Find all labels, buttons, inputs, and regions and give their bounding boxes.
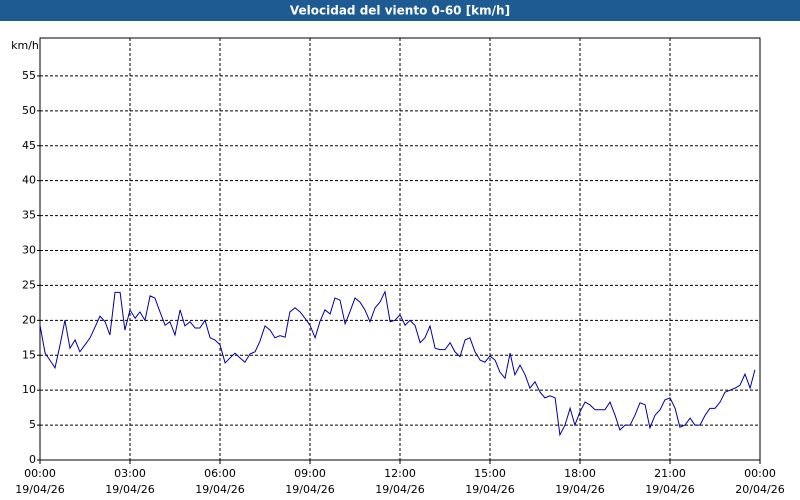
y-tick-label: 5 xyxy=(29,418,36,431)
title-bar xyxy=(0,0,800,21)
x-tick-label: 15:00 xyxy=(474,467,506,480)
x-tick-date: 19/04/26 xyxy=(645,483,694,496)
x-tick-date: 20/04/26 xyxy=(735,483,784,496)
x-tick-label: 03:00 xyxy=(114,467,146,480)
x-tick-label: 00:00 xyxy=(24,467,56,480)
x-tick-date: 19/04/26 xyxy=(195,483,244,496)
y-tick-label: 55 xyxy=(22,69,36,82)
x-tick-date: 19/04/26 xyxy=(375,483,424,496)
y-tick-label: 35 xyxy=(22,209,36,222)
y-tick-label: 40 xyxy=(22,174,36,187)
x-tick-label: 06:00 xyxy=(204,467,236,480)
y-tick-label: 10 xyxy=(22,383,36,396)
y-tick-label: 25 xyxy=(22,278,36,291)
x-tick-label: 00:00 xyxy=(744,467,776,480)
data-line xyxy=(39,290,756,437)
x-tick-date: 19/04/26 xyxy=(465,483,514,496)
y-tick-label: 15 xyxy=(22,348,36,361)
y-tick-label: 30 xyxy=(22,244,36,257)
chart-title: Velocidad del viento 0-60 [km/h] xyxy=(290,4,510,18)
x-tick-label: 21:00 xyxy=(654,467,686,480)
y-tick-label: 0 xyxy=(29,453,36,466)
y-axis-label: km/h xyxy=(11,39,39,52)
y-tick-label: 45 xyxy=(22,139,36,152)
x-tick-label: 09:00 xyxy=(294,467,326,480)
y-tick-label: 50 xyxy=(22,104,36,117)
x-tick-date: 19/04/26 xyxy=(15,483,64,496)
x-tick-date: 19/04/26 xyxy=(285,483,334,496)
x-tick-label: 12:00 xyxy=(384,467,416,480)
y-tick-label: 20 xyxy=(22,313,36,326)
x-tick-date: 19/04/26 xyxy=(555,483,604,496)
x-tick-label: 18:00 xyxy=(564,467,596,480)
x-tick-date: 19/04/26 xyxy=(105,483,154,496)
